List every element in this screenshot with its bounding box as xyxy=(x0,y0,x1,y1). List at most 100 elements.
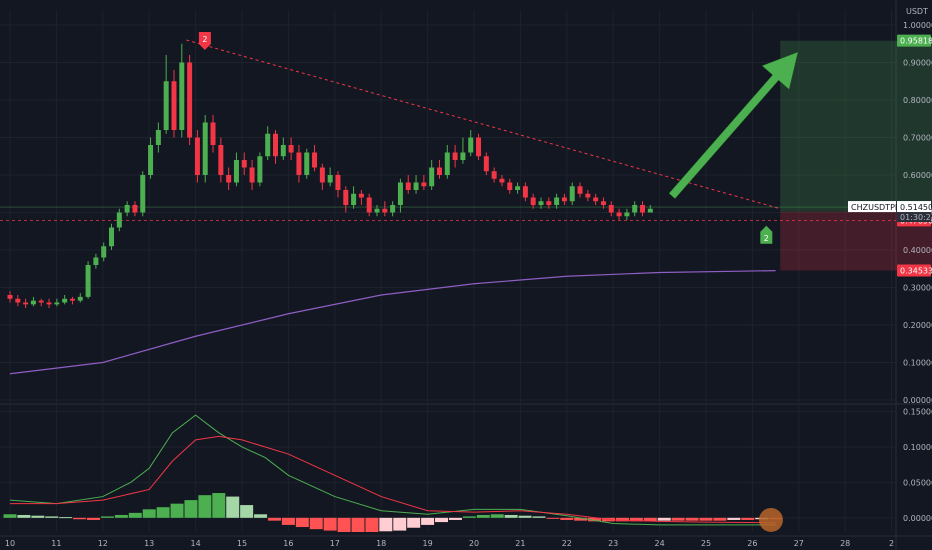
candle-body xyxy=(226,175,232,183)
macd-histogram-bar xyxy=(448,517,462,520)
candle xyxy=(109,223,115,250)
macd-histogram-bar xyxy=(17,514,31,518)
candle-body xyxy=(476,137,482,157)
macd-histogram-bar xyxy=(295,517,309,528)
candle-body xyxy=(616,212,622,217)
time-tick-label: 22 xyxy=(562,539,572,548)
macd-histogram-bar xyxy=(407,517,421,528)
currency-label: USDT xyxy=(906,7,928,16)
price-tag: 0.95818 xyxy=(897,34,932,47)
candle-body xyxy=(288,145,294,153)
candle xyxy=(616,208,622,220)
price-tick-label: 0.90000 xyxy=(903,59,932,68)
candle-body xyxy=(132,205,138,213)
macd-panel xyxy=(0,411,896,532)
macd-histogram-bar xyxy=(685,517,699,521)
macd-histogram-bar xyxy=(240,505,254,518)
macd-histogram-bar xyxy=(100,516,114,518)
candle-body xyxy=(312,152,318,168)
candle-body xyxy=(351,193,357,205)
candle-body xyxy=(608,205,614,213)
macd-histogram-bar xyxy=(87,517,101,520)
time-tick-label: 18 xyxy=(376,539,386,548)
candle xyxy=(187,55,193,145)
candle xyxy=(62,295,68,305)
candle xyxy=(218,137,224,183)
macd-histogram-bar xyxy=(31,515,45,518)
candle-body xyxy=(109,227,115,247)
candle xyxy=(351,186,357,209)
price-tag-bg xyxy=(897,264,931,277)
time-tick-label: 14 xyxy=(191,539,201,548)
candle xyxy=(405,175,411,194)
macd-histogram-bar xyxy=(741,517,755,520)
time-tick-label: 13 xyxy=(144,539,154,548)
candle xyxy=(54,298,60,307)
candle-body xyxy=(93,257,99,265)
signal-marker-label: 2 xyxy=(764,234,769,243)
price-tag: 0.34533 xyxy=(897,264,932,277)
candle xyxy=(93,253,99,269)
candle-body xyxy=(538,201,544,205)
time-tick-label: 17 xyxy=(330,539,340,548)
macd-histogram-bar xyxy=(671,517,685,521)
candle xyxy=(436,160,442,179)
candle-body xyxy=(155,130,161,145)
symbol-label-bg xyxy=(848,201,896,213)
macd-histogram-bar xyxy=(560,517,574,520)
last-price-tag: 0.51450 xyxy=(897,201,932,213)
candle-body xyxy=(405,182,411,190)
candle-body xyxy=(483,156,489,172)
candle-body xyxy=(366,197,372,213)
candle xyxy=(124,201,130,217)
candle-body xyxy=(202,122,208,175)
candle xyxy=(327,167,333,187)
macd-histogram-bar xyxy=(226,496,240,518)
macd-histogram-bar xyxy=(504,514,518,518)
macd-histogram-bar xyxy=(114,514,128,518)
candle xyxy=(23,298,29,309)
candle-body xyxy=(569,186,575,202)
candle xyxy=(280,137,286,160)
candle-body xyxy=(319,167,325,183)
candle xyxy=(569,182,575,205)
candle-body xyxy=(640,205,646,213)
candle-body xyxy=(124,205,130,213)
candle-body xyxy=(600,201,606,205)
candle-body xyxy=(101,246,107,258)
candle xyxy=(421,175,427,190)
candle xyxy=(140,171,146,217)
candle xyxy=(358,190,364,205)
candle-body xyxy=(54,302,60,305)
macd-histogram-bar xyxy=(281,517,295,525)
macd-histogram-bar xyxy=(128,512,142,518)
candle-body xyxy=(491,171,497,179)
macd-histogram-bar xyxy=(476,514,490,518)
symbol-label: CHZUSDTPERP xyxy=(848,201,911,213)
big-up-arrow xyxy=(668,51,799,199)
time-tick-label: 20 xyxy=(469,539,479,548)
time-tick-label: 10 xyxy=(5,539,15,548)
candle-body xyxy=(358,193,364,198)
candle xyxy=(226,167,232,190)
candle-body xyxy=(15,298,21,303)
macd-histogram-bar xyxy=(309,517,323,530)
candle-body xyxy=(46,302,52,305)
candle xyxy=(272,130,278,164)
candle xyxy=(366,193,372,217)
candle xyxy=(85,261,91,299)
candle xyxy=(585,190,591,202)
candle xyxy=(101,242,107,262)
candle xyxy=(257,152,263,187)
time-tick-label: 25 xyxy=(701,539,711,548)
candle-body xyxy=(241,160,247,168)
macd-highlight-circle xyxy=(758,507,783,532)
candle xyxy=(460,137,466,164)
candle xyxy=(522,182,528,202)
candle xyxy=(600,197,606,209)
